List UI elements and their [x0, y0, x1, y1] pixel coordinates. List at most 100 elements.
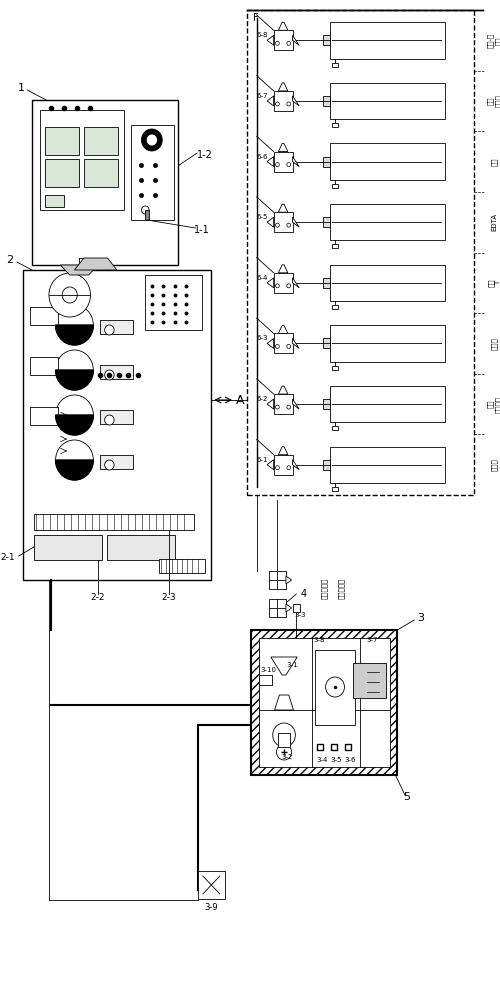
Circle shape: [146, 134, 158, 146]
Polygon shape: [278, 265, 288, 273]
Polygon shape: [292, 157, 299, 167]
Bar: [30, 307, 58, 325]
Circle shape: [272, 723, 295, 747]
Text: 3-1: 3-1: [287, 662, 298, 668]
Polygon shape: [278, 22, 288, 30]
Bar: [274, 152, 292, 172]
Bar: [323, 96, 330, 106]
Circle shape: [276, 223, 280, 227]
Polygon shape: [274, 695, 293, 710]
Bar: [251, 630, 398, 775]
Text: 钓黑
T: 钓黑 T: [488, 279, 500, 287]
Text: 6-8: 6-8: [256, 32, 268, 38]
Polygon shape: [278, 204, 288, 212]
Polygon shape: [267, 157, 274, 167]
Circle shape: [287, 466, 290, 470]
Polygon shape: [278, 386, 288, 394]
Circle shape: [276, 744, 291, 760]
Text: 6-1: 6-1: [256, 457, 268, 463]
Polygon shape: [292, 217, 299, 227]
Circle shape: [287, 405, 290, 409]
Circle shape: [276, 344, 280, 348]
Bar: [258, 675, 272, 685]
Text: 6-3: 6-3: [256, 335, 268, 341]
Bar: [315, 650, 355, 725]
Polygon shape: [292, 338, 299, 348]
Circle shape: [276, 41, 280, 45]
Circle shape: [62, 287, 78, 303]
Bar: [323, 399, 330, 409]
Circle shape: [276, 163, 280, 167]
Polygon shape: [56, 370, 94, 390]
Bar: [160, 559, 204, 573]
Polygon shape: [267, 278, 274, 288]
Text: 4: 4: [301, 589, 307, 599]
Bar: [274, 333, 292, 353]
Polygon shape: [278, 144, 288, 152]
Polygon shape: [267, 217, 274, 227]
Bar: [146, 210, 149, 220]
Polygon shape: [286, 576, 292, 584]
Text: 6-7: 6-7: [256, 93, 268, 99]
Bar: [84, 159, 118, 187]
Text: 碳酸-磷
化鈗: 碳酸-磷 化鈗: [488, 33, 500, 48]
Text: 1-1: 1-1: [194, 225, 210, 235]
Bar: [274, 30, 292, 50]
Text: 2: 2: [6, 255, 13, 265]
Text: 3-2: 3-2: [281, 754, 292, 760]
Bar: [332, 184, 338, 188]
Bar: [22, 270, 212, 580]
Bar: [332, 123, 338, 127]
Circle shape: [276, 102, 280, 106]
Text: 3-6: 3-6: [344, 757, 356, 763]
Circle shape: [56, 305, 94, 345]
Bar: [269, 599, 286, 617]
Text: F: F: [253, 13, 258, 23]
Text: 6-4: 6-4: [256, 275, 268, 281]
Text: 2-2: 2-2: [91, 593, 106, 602]
Bar: [34, 535, 102, 560]
Polygon shape: [271, 657, 297, 675]
Bar: [330, 446, 446, 483]
Bar: [269, 571, 286, 589]
Polygon shape: [56, 325, 94, 345]
Circle shape: [104, 415, 114, 425]
Text: 6-5: 6-5: [256, 214, 268, 220]
Text: 硫酸
标准溶液: 硫酸 标准溶液: [488, 396, 500, 413]
Circle shape: [49, 273, 90, 317]
Circle shape: [276, 466, 280, 470]
Circle shape: [56, 440, 94, 480]
Bar: [278, 733, 289, 747]
Bar: [323, 338, 330, 348]
Bar: [274, 455, 292, 475]
Text: 2-3: 2-3: [162, 593, 176, 602]
Circle shape: [104, 370, 114, 380]
Text: 3-7: 3-7: [366, 637, 378, 643]
Bar: [332, 366, 338, 370]
Polygon shape: [267, 399, 274, 409]
Circle shape: [142, 206, 149, 214]
Bar: [100, 410, 133, 424]
Circle shape: [287, 284, 290, 288]
Bar: [45, 159, 79, 187]
Text: 淀粉
水溶液: 淀粉 水溶液: [488, 95, 500, 107]
Bar: [330, 22, 446, 58]
Bar: [100, 365, 133, 379]
Polygon shape: [292, 460, 299, 470]
Text: 3-3: 3-3: [294, 612, 306, 618]
Polygon shape: [278, 447, 288, 455]
Bar: [330, 83, 446, 119]
Text: 1: 1: [18, 83, 24, 93]
Text: 甲基橙: 甲基橙: [492, 458, 498, 471]
Bar: [258, 638, 390, 767]
Polygon shape: [267, 96, 274, 106]
Polygon shape: [60, 265, 98, 275]
Text: 3-10: 3-10: [260, 667, 276, 673]
Bar: [323, 35, 330, 45]
Circle shape: [104, 325, 114, 335]
Bar: [323, 217, 330, 227]
Text: 6-6: 6-6: [256, 154, 268, 160]
Bar: [274, 91, 292, 111]
Bar: [332, 305, 338, 309]
Text: 3-5: 3-5: [330, 757, 342, 763]
